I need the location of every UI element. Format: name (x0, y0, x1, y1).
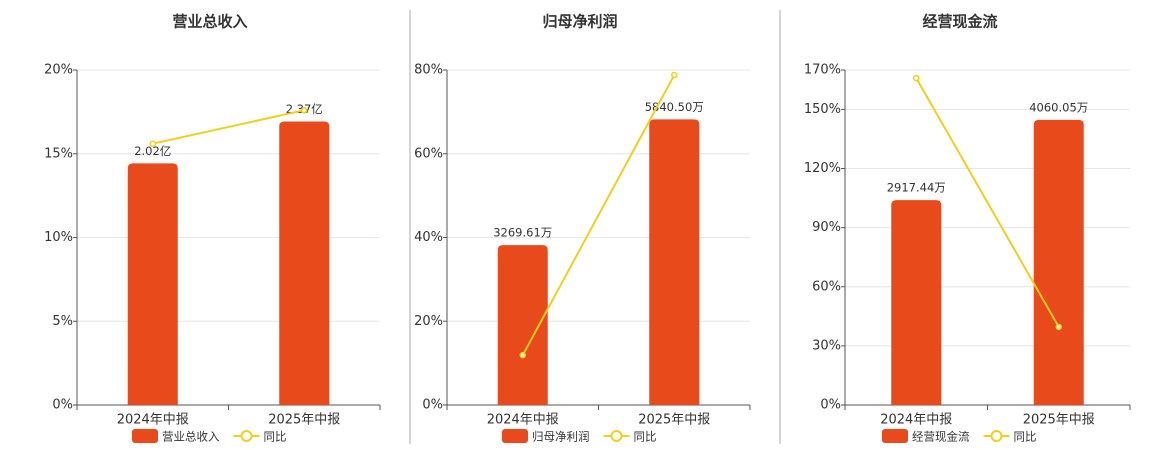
y-tick-label: 10% (44, 230, 73, 245)
line (521, 74, 676, 356)
line-point (671, 71, 678, 79)
x-tick-label: 2024年中报 (117, 413, 189, 428)
y-tick-label: 60% (414, 146, 443, 161)
line-point (913, 74, 920, 82)
legend-swatch (502, 429, 528, 443)
legend-label: 营业总收入 (162, 430, 220, 444)
line-point (519, 351, 526, 359)
chart-title: 经营现金流 (922, 13, 997, 31)
legend-marker (610, 430, 623, 442)
y-tick-label: 150% (804, 102, 841, 117)
line (915, 77, 1060, 328)
legend-swatch (882, 429, 908, 443)
y-tick-label: 0% (422, 398, 443, 413)
y-tick-label: 15% (44, 146, 73, 161)
line-point (1055, 323, 1062, 331)
legend-marker (240, 430, 253, 442)
x-tick-label: 2025年中报 (268, 413, 340, 428)
chart-title: 营业总收入 (172, 13, 247, 31)
legend-label: 同比 (634, 430, 657, 444)
bar (279, 121, 330, 406)
legend-label: 经营现金流 (912, 430, 970, 444)
y-tick-label: 0% (820, 398, 841, 413)
y-tick-label: 20% (414, 314, 443, 329)
legend-label: 归母净利润 (532, 430, 590, 444)
bar-value-label: 2917.44万 (887, 181, 946, 195)
bar (127, 163, 178, 405)
x-tick-label: 2024年中报 (487, 413, 559, 428)
y-tick-label: 120% (804, 161, 841, 176)
x-tick-label: 2024年中报 (880, 413, 952, 428)
bar-value-label: 4060.05万 (1029, 100, 1088, 114)
y-tick-label: 170% (804, 63, 841, 78)
y-tick-label: 0% (52, 398, 73, 413)
line-point (301, 106, 308, 114)
bar-value-label: 2.02亿 (134, 144, 171, 158)
bar (497, 245, 548, 405)
legend-swatch (132, 429, 158, 443)
x-tick-label: 2025年中报 (638, 413, 710, 428)
x-tick-label: 2025年中报 (1023, 413, 1095, 428)
line-point (149, 140, 156, 147)
bar-value-label: 3269.61万 (493, 226, 552, 240)
line (152, 109, 305, 145)
legend-label: 同比 (1014, 430, 1037, 444)
bar (649, 119, 700, 406)
y-tick-label: 30% (812, 338, 841, 353)
y-tick-label: 20% (44, 63, 73, 78)
legend-label: 同比 (264, 430, 287, 444)
chart-title: 归母净利润 (542, 13, 617, 31)
bar (1033, 119, 1084, 405)
y-tick-label: 40% (414, 230, 443, 245)
y-tick-label: 90% (812, 220, 841, 235)
y-tick-label: 5% (52, 314, 73, 329)
y-tick-label: 80% (414, 63, 443, 78)
y-tick-label: 60% (812, 279, 841, 294)
legend-marker (990, 430, 1003, 442)
bar (891, 200, 942, 405)
